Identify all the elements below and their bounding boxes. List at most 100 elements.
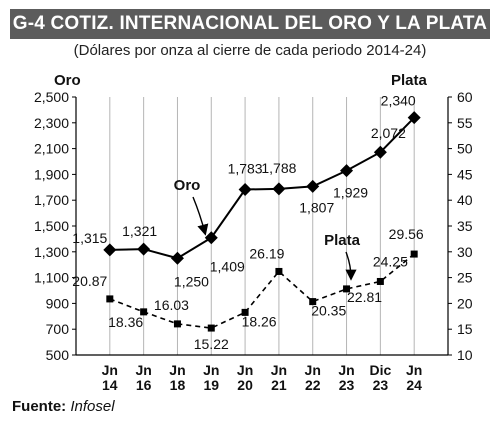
right-tick-label: 35	[457, 218, 473, 234]
right-tick-label: 40	[457, 192, 473, 208]
left-tick-label: 1,100	[34, 270, 69, 286]
plata-point	[207, 324, 215, 332]
plata-data-label: 22.81	[347, 289, 382, 305]
oro-point	[103, 243, 117, 257]
left-tick-label: 1,300	[34, 244, 69, 260]
right-tick-label: 55	[457, 115, 473, 131]
oro-data-label: 1,807	[299, 199, 334, 215]
x-tick-label: 21	[271, 377, 287, 393]
x-tick-label: 22	[305, 377, 321, 393]
oro-point	[238, 182, 252, 196]
x-tick-label: 24	[406, 377, 422, 393]
left-tick-label: 2,500	[34, 89, 69, 105]
x-tick-label: Jn	[203, 362, 219, 378]
left-tick-label: 1,500	[34, 218, 69, 234]
right-tick-label: 15	[457, 321, 473, 337]
left-tick-label: 2,100	[34, 141, 69, 157]
plata-point	[140, 308, 148, 316]
plata-data-label: 26.19	[249, 245, 284, 261]
plata-point	[241, 308, 249, 316]
x-tick-label: Jn	[305, 362, 321, 378]
oro-line	[109, 116, 415, 260]
source-value: Infosel	[70, 398, 115, 415]
axes: 500 700 900 1,100 1,300 1,500 1,700 1,900 2,100 2…	[34, 72, 473, 393]
series-annotations: Oro Plata	[174, 177, 361, 281]
chart-title: G-4 COTIZ. INTERNACIONAL DEL ORO Y LA PL…	[10, 9, 490, 39]
oro-data-label: 1,321	[122, 223, 157, 239]
plata-point	[343, 285, 351, 293]
oro-point	[272, 182, 286, 196]
x-tick-label: 20	[237, 377, 253, 393]
oro-data-label: 1,409	[210, 259, 245, 275]
x-tick-label: Jn	[102, 362, 118, 378]
plata-data-label: 24.25	[373, 253, 408, 269]
oro-data-label: 1,788	[261, 160, 296, 176]
right-tick-label: 50	[457, 141, 473, 157]
oro-data-label: 1,250	[174, 273, 209, 289]
x-tick-label: 23	[373, 377, 389, 393]
x-tick-label: Jn	[237, 362, 253, 378]
plata-point	[106, 295, 114, 303]
oro-data-label: 1,783	[228, 160, 263, 176]
right-tick-label: 45	[457, 166, 473, 182]
oro-arrow	[192, 196, 209, 236]
right-tick-label: 20	[457, 295, 473, 311]
plata-point	[309, 298, 317, 306]
x-tick-label: 23	[339, 377, 355, 393]
left-tick-label: 700	[46, 321, 70, 337]
right-tick-label: 60	[457, 89, 473, 105]
oro-point	[340, 164, 354, 178]
right-tick-label: 30	[457, 244, 473, 260]
plata-data-label: 18.36	[108, 314, 143, 330]
x-tick-label: Dic	[369, 362, 391, 378]
x-tick-label: 14	[102, 377, 118, 393]
x-tick-label: Jn	[169, 362, 185, 378]
plata-point	[173, 320, 181, 328]
oro-point	[137, 242, 151, 256]
left-tick-label: 1,700	[34, 192, 69, 208]
right-tick-label: 10	[457, 347, 473, 363]
oro-point	[204, 231, 218, 245]
plata-data-label: 18.26	[242, 313, 277, 329]
left-axis-title: Oro	[54, 72, 81, 89]
plata-data-label: 20.35	[311, 303, 346, 319]
oro-data-label: 2,340	[381, 93, 416, 109]
oro-data-label: 1,315	[72, 230, 107, 246]
x-tick-label: 16	[136, 377, 152, 393]
x-tick-label: Jn	[338, 362, 354, 378]
left-tick-label: 2,300	[34, 115, 69, 131]
oro-series-name: Oro	[174, 177, 201, 194]
plata-point	[410, 250, 418, 258]
plata-arrow	[345, 251, 357, 281]
x-tick-label: 18	[170, 377, 186, 393]
plata-data-label: 15.22	[194, 336, 229, 352]
plata-data-label: 29.56	[389, 226, 424, 242]
oro-point	[407, 111, 421, 125]
plata-data-label: 20.87	[72, 273, 107, 289]
source-note: Fuente: Infosel	[12, 398, 115, 415]
left-tick-label: 500	[46, 347, 70, 363]
oro-point	[373, 145, 387, 159]
oro-point	[170, 251, 184, 265]
oro-data-label: 1,929	[333, 185, 368, 201]
series-layer	[103, 111, 421, 332]
plata-point	[376, 277, 384, 285]
right-tick-label: 25	[457, 270, 473, 286]
plata-line	[109, 253, 415, 329]
oro-data-label: 2,072	[371, 125, 406, 141]
left-tick-label: 1,900	[34, 166, 69, 182]
plata-data-label: 16.03	[154, 297, 189, 313]
x-tick-label: Jn	[271, 362, 287, 378]
source-label: Fuente:	[12, 398, 67, 415]
plata-point	[275, 267, 283, 275]
right-axis-title: Plata	[391, 72, 428, 89]
left-tick-label: 900	[46, 295, 70, 311]
x-tick-label: Jn	[406, 362, 422, 378]
x-tick-label: 19	[203, 377, 219, 393]
plata-series-name: Plata	[324, 232, 361, 249]
x-tick-label: Jn	[135, 362, 151, 378]
oro-point	[306, 179, 320, 193]
chart-subtitle: (Dólares por onza al cierre de cada peri…	[73, 42, 427, 59]
